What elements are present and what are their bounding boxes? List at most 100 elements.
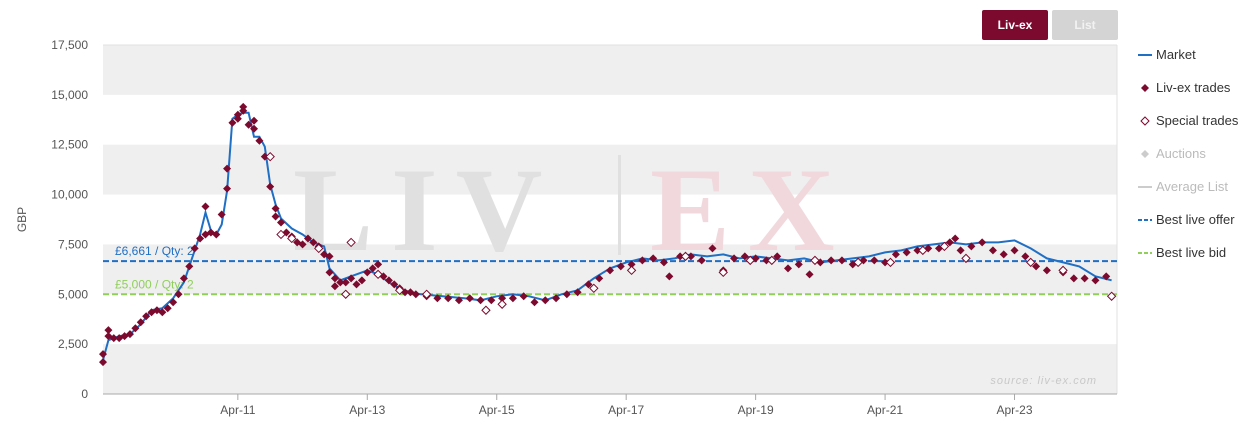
livex-trade-point [357, 276, 366, 285]
x-tick-label: Apr-23 [997, 403, 1033, 417]
legend-swatch [1141, 84, 1149, 92]
livex-trade-point [508, 294, 517, 303]
livex-toggle-button[interactable]: Liv-ex [982, 10, 1048, 40]
livex-trade-point [659, 258, 668, 267]
livex-trade-point [891, 250, 900, 259]
livex-trade-point [239, 102, 248, 111]
special-trade-point [680, 251, 691, 262]
livex-trade-point [309, 238, 318, 247]
plot-band [103, 144, 1117, 195]
livex-trade-point [276, 218, 285, 227]
livex-trade-point [649, 254, 658, 263]
legend-label: Liv-ex trades [1156, 80, 1231, 95]
livex-trade-point [174, 290, 183, 299]
legend-item[interactable]: Market [1138, 47, 1196, 62]
livex-trade-point [125, 330, 134, 339]
livex-trade-point [233, 114, 242, 123]
y-tick-label: 0 [81, 387, 88, 401]
livex-trade-point [201, 202, 210, 211]
legend-item[interactable]: Liv-ex trades [1141, 80, 1231, 95]
special-trade-point [718, 267, 728, 278]
livex-trade-point [999, 250, 1008, 259]
livex-trade-point [444, 294, 453, 303]
legend-swatch [1141, 150, 1149, 158]
livex-trade-point [606, 266, 614, 275]
legend-item[interactable]: Best live offer [1138, 212, 1235, 227]
livex-trade-point [271, 204, 280, 213]
special-trade-point [626, 265, 637, 276]
watermark-left: LIV [293, 143, 560, 276]
livex-trade-point [163, 304, 172, 313]
livex-trade-point [352, 280, 361, 289]
livex-trade-point [136, 318, 145, 327]
special-trade-point [481, 305, 491, 315]
livex-trade-point [1091, 276, 1100, 285]
legend-item[interactable]: Auctions [1141, 146, 1206, 161]
livex-trade-point [988, 246, 997, 255]
plot-band [103, 344, 1117, 394]
reference-line-label: £5,000 / Qty: 2 [115, 277, 194, 291]
special-trade-point [276, 229, 286, 240]
livex-trade-point [519, 292, 528, 301]
livex-trade-point [325, 268, 334, 277]
y-tick-label: 2,500 [58, 337, 88, 351]
y-tick-label: 10,000 [51, 188, 88, 202]
legend-item[interactable]: Special trades [1140, 113, 1239, 128]
livex-trade-point [142, 312, 151, 321]
legend-label: Auctions [1156, 146, 1206, 161]
x-tick-label: Apr-15 [479, 403, 515, 417]
livex-trade-point [794, 260, 803, 269]
list-toggle-button[interactable]: List [1052, 10, 1118, 40]
livex-trade-point [99, 358, 107, 367]
livex-trade-point [562, 290, 571, 299]
livex-trade-point [196, 234, 205, 243]
livex-trade-point [967, 242, 976, 251]
source-credit: source: liv-ex.com [990, 375, 1097, 387]
y-tick-label: 15,000 [51, 88, 88, 102]
livex-trade-point [271, 212, 280, 221]
special-trade-point [341, 289, 351, 299]
special-trade-point [939, 241, 950, 252]
plot-bands [103, 44, 1118, 394]
livex-trade-point [913, 246, 922, 255]
legend-label: Special trades [1156, 113, 1239, 128]
livex-trade-point [325, 252, 334, 261]
livex-trade-point [978, 238, 987, 247]
series-special-trades [265, 151, 1117, 315]
livex-trade-point [336, 278, 345, 287]
legend-item[interactable]: Average List [1138, 179, 1228, 194]
livex-trade-point [881, 258, 890, 267]
livex-trade-point [158, 308, 167, 317]
livex-trade-point [676, 252, 685, 261]
livex-trade-point [298, 240, 307, 249]
livex-trade-point [217, 210, 226, 219]
livex-trade-point [573, 288, 582, 297]
special-trade-point [767, 255, 777, 266]
livex-trade-point [956, 246, 965, 255]
livex-trade-point [498, 294, 507, 303]
livex-trade-point [476, 296, 485, 305]
livex-trade-point [99, 350, 107, 359]
series-livex-trades [99, 102, 1111, 367]
legend-swatch [1140, 116, 1150, 126]
livex-trade-point [1021, 252, 1030, 261]
watermark: LIV EX [293, 143, 835, 276]
livex-trade-point [627, 260, 636, 269]
livex-trade-point [185, 262, 194, 271]
legend-item[interactable]: Best live bid [1138, 245, 1226, 260]
livex-trade-point [1102, 272, 1111, 281]
x-tick-label: Apr-19 [738, 403, 774, 417]
livex-trade-point [260, 152, 269, 161]
x-tick-label: Apr-21 [867, 403, 903, 417]
livex-trade-point [465, 294, 474, 303]
livex-trade-point [827, 256, 836, 265]
livex-trade-point [131, 324, 140, 333]
livex-trade-point [870, 256, 879, 265]
special-trade-point [589, 283, 599, 294]
livex-trade-point [1080, 274, 1089, 283]
livex-trade-point [740, 252, 749, 261]
legend-label: Best live offer [1156, 212, 1235, 227]
x-axis: Apr-11 Apr-13 Apr-15 Apr-17 Apr-19 Apr-21 Apr-… [103, 393, 1117, 417]
special-trade-point [346, 237, 356, 248]
